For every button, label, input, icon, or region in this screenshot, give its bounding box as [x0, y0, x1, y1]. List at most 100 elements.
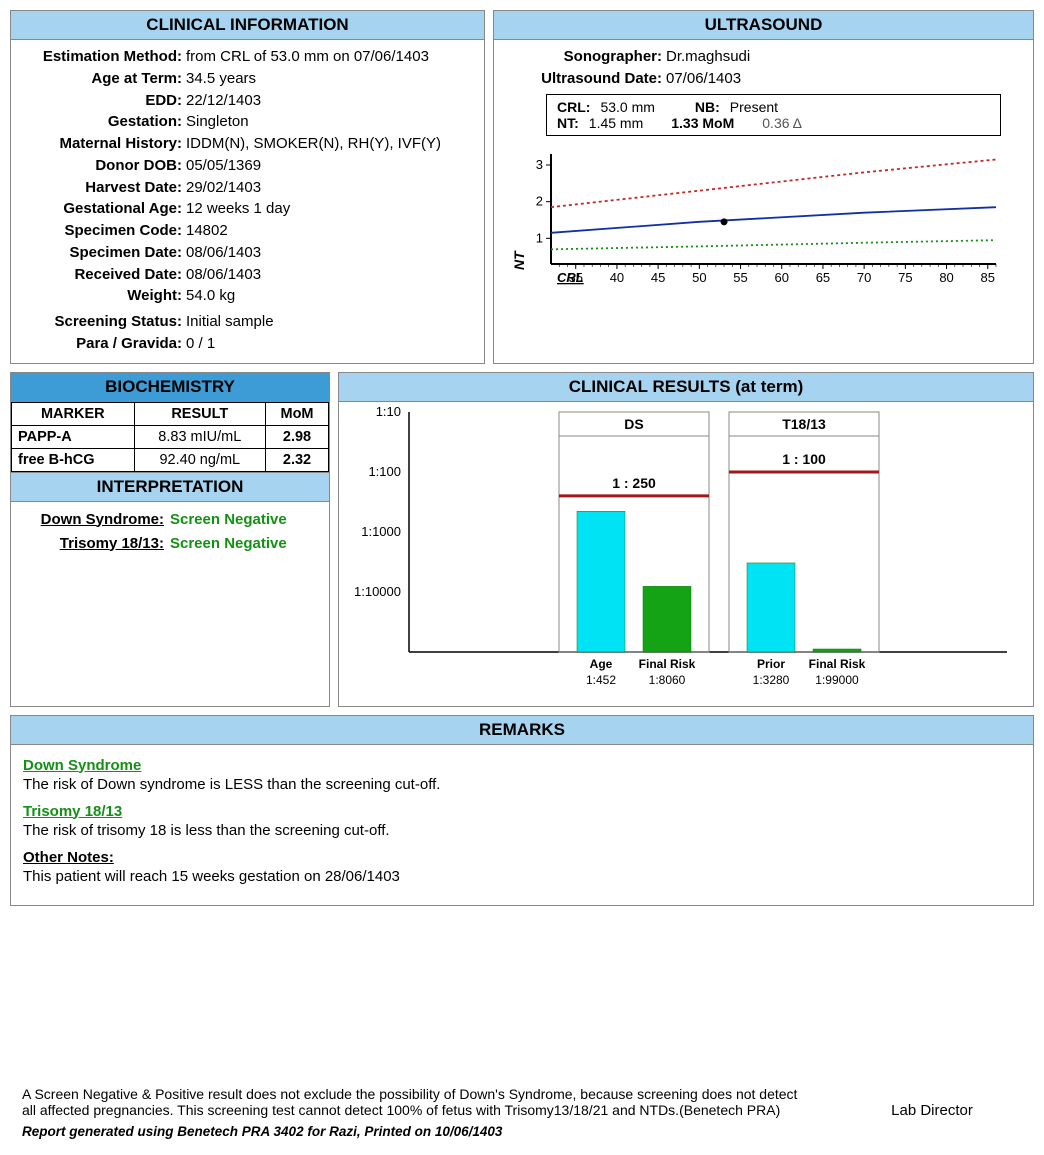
para-gravida-label: Para / Gravida:	[21, 333, 186, 355]
clinical-info-panel: CLINICAL INFORMATION Estimation Method:f…	[10, 10, 485, 364]
nb-label: NB:	[695, 99, 720, 115]
received-date-value: 08/06/1403	[186, 264, 474, 286]
nt-value: 1.45 mm	[589, 115, 643, 131]
svg-text:3: 3	[536, 157, 543, 172]
bio-mom-1: 2.32	[265, 448, 328, 471]
clinical-results-header: CLINICAL RESULTS (at term)	[339, 373, 1033, 402]
svg-text:Age: Age	[590, 657, 613, 671]
svg-text:1 : 250: 1 : 250	[612, 474, 656, 490]
svg-text:65: 65	[816, 270, 830, 285]
received-date-label: Received Date:	[21, 264, 186, 286]
bio-marker-1: free B-hCG	[12, 448, 135, 471]
bio-marker-0: PAPP-A	[12, 425, 135, 448]
edd-value: 22/12/1403	[186, 90, 474, 112]
remarks-panel: REMARKS Down Syndrome The risk of Down sy…	[10, 715, 1034, 906]
svg-text:1:8060: 1:8060	[649, 673, 686, 687]
bio-col-marker: MARKER	[12, 402, 135, 425]
clinical-info-header: CLINICAL INFORMATION	[11, 11, 484, 40]
svg-text:75: 75	[898, 270, 912, 285]
weight-label: Weight:	[21, 285, 186, 307]
svg-text:70: 70	[857, 270, 871, 285]
harvest-date-label: Harvest Date:	[21, 177, 186, 199]
specimen-date-value: 08/06/1403	[186, 242, 474, 264]
interpretation-panel: INTERPRETATION Down Syndrome: Screen Neg…	[10, 472, 330, 707]
ultrasound-measurements-box: CRL: 53.0 mm NB: Present NT: 1.45 mm 1.3…	[546, 94, 1001, 136]
svg-text:55: 55	[733, 270, 747, 285]
clinical-results-panel: CLINICAL RESULTS (at term) 1:10 1:100 1:10…	[338, 372, 1034, 707]
specimen-code-value: 14802	[186, 220, 474, 242]
svg-text:60: 60	[775, 270, 789, 285]
ultrasound-date-value: 07/06/1403	[666, 68, 741, 90]
maternal-history-label: Maternal History:	[21, 133, 186, 155]
svg-text:1:99000: 1:99000	[815, 673, 859, 687]
svg-text:NT: NT	[511, 249, 527, 269]
nb-value: Present	[730, 99, 778, 115]
gestation-value: Singleton	[186, 111, 474, 133]
remarks-title-1: Trisomy 18/13	[23, 803, 1021, 820]
bio-mom-0: 2.98	[265, 425, 328, 448]
svg-text:DS: DS	[624, 416, 643, 432]
remarks-text-0: The risk of Down syndrome is LESS than t…	[23, 776, 1021, 793]
svg-text:40: 40	[610, 270, 624, 285]
svg-text:1:100: 1:100	[368, 464, 401, 479]
harvest-date-value: 29/02/1403	[186, 177, 474, 199]
clinical-results-chart: 1:101:1001:10001:10000DS1 : 250Age1:452F…	[339, 402, 1027, 702]
bio-col-mom: MoM	[265, 402, 328, 425]
svg-text:Prior: Prior	[757, 657, 785, 671]
bio-result-1: 92.40 ng/mL	[134, 448, 265, 471]
svg-text:1: 1	[536, 230, 543, 245]
estimation-method-label: Estimation Method:	[21, 46, 186, 68]
specimen-date-label: Specimen Date:	[21, 242, 186, 264]
interpretation-header: INTERPRETATION	[11, 473, 329, 502]
interp-label-1: Trisomy 18/13:	[19, 532, 164, 556]
svg-text:80: 80	[939, 270, 953, 285]
donor-dob-label: Donor DOB:	[21, 155, 186, 177]
gestational-age-value: 12 weeks 1 day	[186, 198, 474, 220]
svg-text:1:452: 1:452	[586, 673, 616, 687]
nt-mom-value: 1.33 MoM	[671, 115, 734, 131]
remarks-text-1: The risk of trisomy 18 is less than the …	[23, 822, 1021, 839]
bio-col-result: RESULT	[134, 402, 265, 425]
svg-text:1:10: 1:10	[376, 404, 401, 419]
gestation-label: Gestation:	[21, 111, 186, 133]
screening-status-value: Initial sample	[186, 311, 474, 333]
maternal-history-value: IDDM(N), SMOKER(N), RH(Y), IVF(Y)	[186, 133, 474, 155]
svg-text:Final Risk: Final Risk	[809, 657, 866, 671]
lab-director-label: Lab Director	[842, 1086, 1022, 1119]
clinical-info-list: Estimation Method:from CRL of 53.0 mm on…	[11, 40, 484, 363]
interp-value-1: Screen Negative	[170, 532, 287, 556]
estimation-method-value: from CRL of 53.0 mm on 07/06/1403	[186, 46, 474, 68]
svg-text:Final Risk: Final Risk	[639, 657, 696, 671]
sonographer-value: Dr.maghsudi	[666, 46, 750, 68]
biochemistry-header: BIOCHEMISTRY	[11, 373, 329, 402]
footer-disclaimer: A Screen Negative & Positive result does…	[22, 1086, 802, 1118]
svg-text:85: 85	[981, 270, 995, 285]
remarks-title-2: Other Notes:	[23, 849, 1021, 866]
age-at-term-value: 34.5 years	[186, 68, 474, 90]
para-gravida-value: 0 / 1	[186, 333, 474, 355]
age-at-term-label: Age at Term:	[21, 68, 186, 90]
svg-text:50: 50	[692, 270, 706, 285]
svg-text:2: 2	[536, 193, 543, 208]
interp-value-0: Screen Negative	[170, 508, 287, 532]
svg-text:45: 45	[651, 270, 665, 285]
remarks-title-0: Down Syndrome	[23, 757, 1021, 774]
donor-dob-value: 05/05/1369	[186, 155, 474, 177]
screening-status-label: Screening Status:	[21, 311, 186, 333]
nt-label: NT:	[557, 115, 579, 131]
ultrasound-panel: ULTRASOUND Sonographer:Dr.maghsudi Ultra…	[493, 10, 1034, 364]
nt-chart: 1233540455055606570758085NTCRL	[506, 144, 1006, 294]
ultrasound-header: ULTRASOUND	[494, 11, 1033, 40]
specimen-code-label: Specimen Code:	[21, 220, 186, 242]
svg-text:1:1000: 1:1000	[361, 524, 401, 539]
ultrasound-date-label: Ultrasound Date:	[506, 68, 666, 90]
svg-text:CRL: CRL	[557, 270, 584, 285]
biochemistry-panel: BIOCHEMISTRY MARKER RESULT MoM PAPP-A 8.…	[10, 372, 330, 472]
bio-result-0: 8.83 mIU/mL	[134, 425, 265, 448]
remarks-text-2: This patient will reach 15 weeks gestati…	[23, 868, 1021, 885]
footer-generated: Report generated using Benetech PRA 3402…	[22, 1124, 802, 1139]
edd-label: EDD:	[21, 90, 186, 112]
footer: A Screen Negative & Positive result does…	[10, 1086, 1034, 1139]
remarks-header: REMARKS	[11, 716, 1033, 745]
nt-delta-value: 0.36 Δ	[762, 115, 802, 131]
